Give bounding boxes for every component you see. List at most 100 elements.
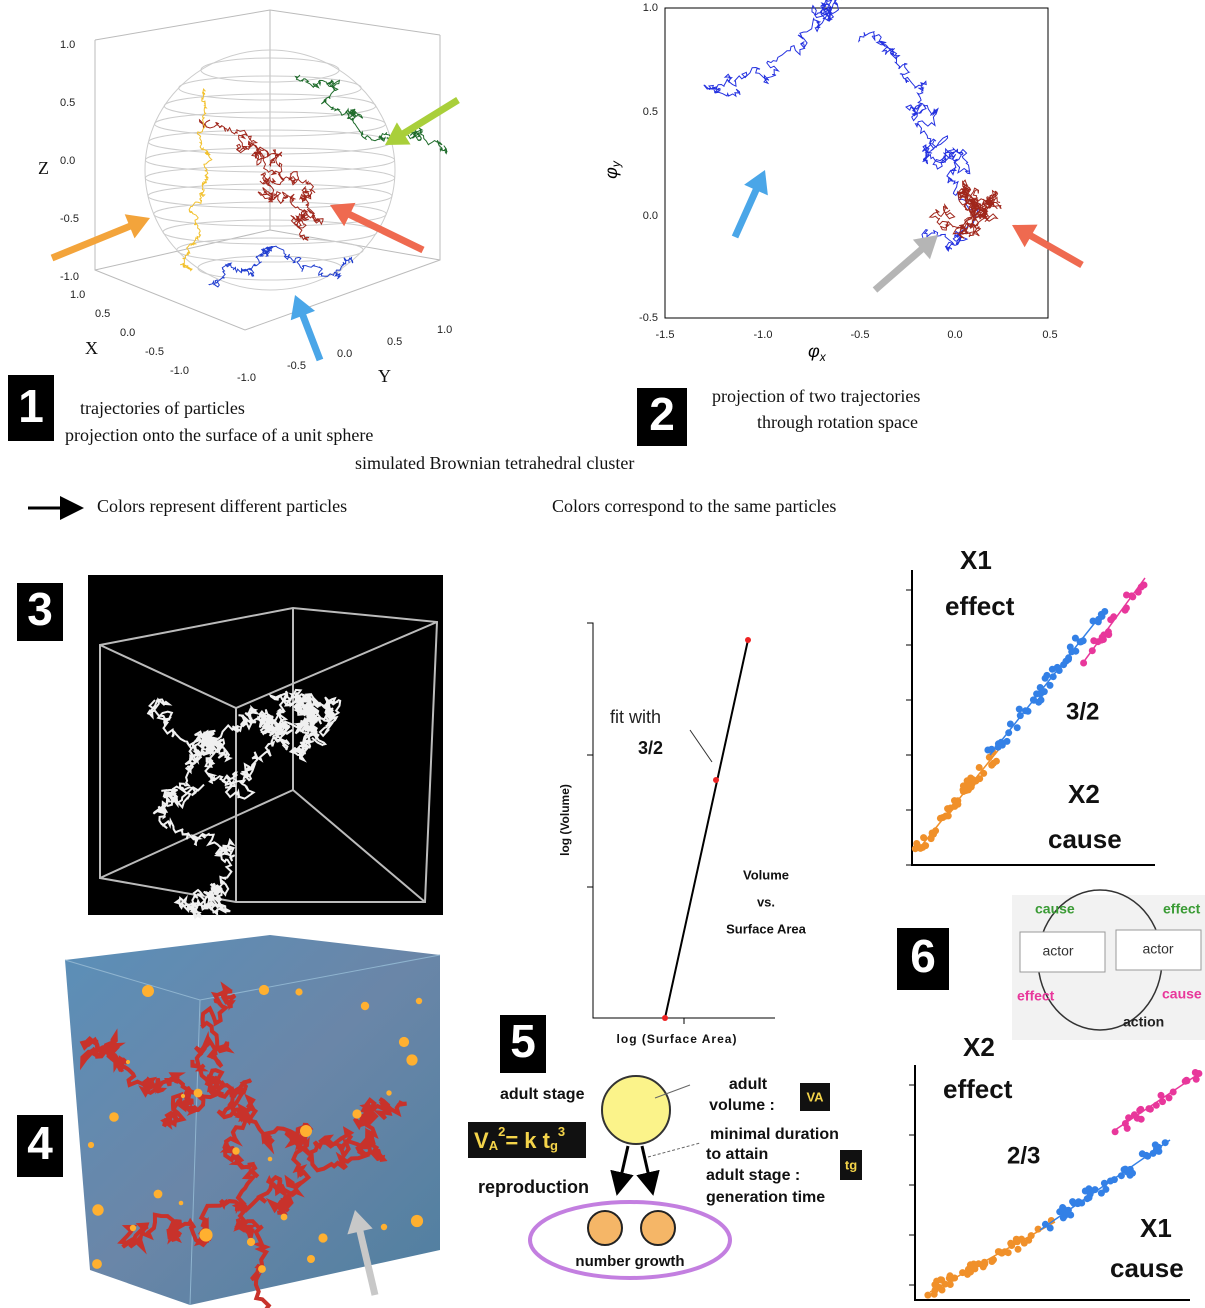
trajectory: [209, 246, 352, 287]
trend-line: [930, 1222, 1055, 1292]
panel-number: 1: [18, 380, 44, 432]
caption: simulated Brownian tetrahedral cluster: [355, 453, 634, 473]
tick-label: 0.5: [387, 336, 402, 348]
axis-subscript: y: [609, 160, 623, 168]
cluster: [361, 1002, 369, 1010]
axis-symbol: φ: [808, 341, 820, 361]
cluster: [258, 1265, 266, 1273]
axis: [587, 623, 775, 1024]
trajectory: [296, 75, 448, 154]
cluster: [399, 1037, 409, 1047]
tick-label: -0.5: [145, 346, 164, 358]
data-point: [1004, 738, 1011, 745]
label: volume :: [709, 1097, 775, 1114]
pointer-arrow: [735, 186, 758, 237]
trend-line: [1115, 1073, 1200, 1130]
label: cause: [1035, 901, 1075, 917]
data-point: [993, 758, 1000, 765]
cluster: [307, 1255, 315, 1263]
label: reproduction: [478, 1177, 589, 1197]
cluster: [92, 1204, 103, 1215]
plot-frame: [665, 8, 1048, 318]
cluster: [194, 1089, 203, 1098]
figure: 1.00.50.0-0.5-1.01.00.50.0-0.5-1.0-1.0-0…: [0, 0, 1205, 1308]
cell: [641, 1211, 675, 1245]
f: 3: [558, 1124, 565, 1139]
label: adult stage: [500, 1086, 585, 1103]
data-point: [924, 1292, 931, 1299]
tick-label: 1.0: [70, 289, 85, 301]
data-point: [1047, 1225, 1054, 1232]
cluster: [199, 1228, 212, 1241]
f: A: [489, 1138, 499, 1153]
label: cause: [1048, 824, 1122, 854]
tick-label: 0.0: [643, 210, 658, 222]
arrow: [618, 1146, 628, 1190]
axis-label: X: [85, 338, 98, 358]
data-point: [1014, 724, 1021, 731]
cluster: [181, 1094, 185, 1098]
caption: projection of two trajectories: [712, 386, 920, 406]
trajectory: [930, 180, 1002, 238]
label: adult stage :: [706, 1167, 800, 1184]
label: minimal duration: [710, 1126, 839, 1143]
legend-text: Colors correspond to the same particles: [552, 496, 836, 516]
tick-label: 0.0: [60, 155, 75, 167]
pointer-arrow: [301, 311, 320, 360]
tick-label: -1.0: [754, 329, 773, 341]
cell: [602, 1076, 670, 1144]
data-point: [912, 845, 919, 852]
data-point: [1016, 706, 1023, 713]
data-point: [1123, 592, 1130, 599]
label: generation time: [706, 1189, 825, 1206]
annotation: 3/2: [638, 738, 663, 758]
pointer-arrow: [52, 225, 134, 258]
cluster: [88, 1142, 94, 1148]
label: to attain: [706, 1146, 768, 1163]
render-bg: [88, 575, 443, 915]
data-point: [713, 777, 719, 783]
axis-label: log (Surface Area): [617, 1032, 738, 1046]
plot-legend: Volume: [743, 867, 789, 882]
data-point: [745, 637, 751, 643]
cluster: [109, 1112, 119, 1122]
data-point: [1043, 672, 1050, 679]
cluster: [352, 1109, 361, 1118]
fit-line: [665, 640, 748, 1018]
plot-legend: vs.: [757, 894, 775, 909]
axis-label: Z: [38, 158, 49, 178]
tick-label: -1.5: [656, 329, 675, 341]
pointer-arrow: [400, 100, 458, 136]
data-point: [1038, 697, 1045, 704]
data-point: [1138, 1116, 1145, 1123]
tick-label: -1.0: [60, 271, 79, 283]
label: effect: [945, 591, 1015, 621]
label: effect: [1163, 901, 1201, 917]
cluster: [259, 985, 269, 995]
axis-label: log (Volume): [558, 784, 572, 856]
tick-label: 1.0: [60, 39, 75, 51]
cluster: [130, 1225, 136, 1231]
cell: [588, 1211, 622, 1245]
caption: through rotation space: [757, 412, 918, 432]
axis-label: Y: [378, 366, 391, 386]
panel-number: 2: [649, 388, 675, 440]
pointer: [690, 730, 712, 762]
label: cause: [1110, 1253, 1184, 1283]
legend-text: Colors represent different particles: [97, 496, 347, 516]
label: cause: [1162, 986, 1202, 1002]
tick-label: -0.5: [287, 360, 306, 372]
box-edge: [95, 10, 440, 40]
panel-number: 3: [27, 583, 53, 635]
panel-number: 5: [510, 1015, 536, 1067]
data-point: [662, 1015, 668, 1021]
cluster: [381, 1224, 387, 1230]
panel-number: 6: [910, 930, 936, 982]
label: adult: [729, 1076, 768, 1093]
symbol: VA: [806, 1089, 824, 1104]
pointer: [648, 1143, 700, 1157]
tick-label: 0.0: [120, 327, 135, 339]
data-point: [1124, 1125, 1131, 1132]
pointer-arrow: [875, 247, 925, 290]
tick-label: -1.0: [237, 372, 256, 384]
